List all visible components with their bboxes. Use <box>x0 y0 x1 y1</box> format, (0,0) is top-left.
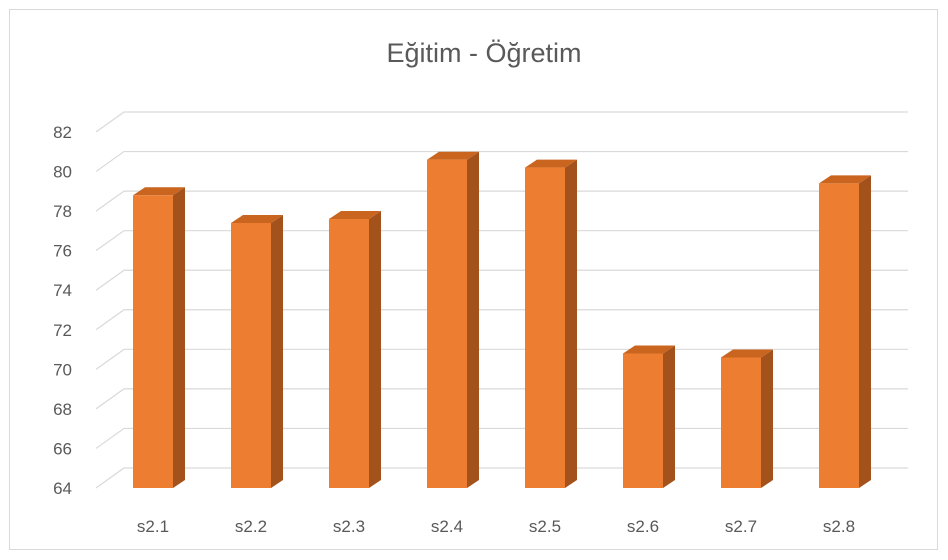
x-tick-label: s2.3 <box>333 517 365 536</box>
gridlines <box>95 111 908 489</box>
y-tick-label: 82 <box>53 123 72 142</box>
y-axis-ticks: 64 66 68 70 72 74 76 78 80 82 <box>53 123 72 498</box>
bar-front <box>623 353 663 488</box>
bar-side <box>565 159 577 488</box>
x-tick-label: s2.5 <box>529 517 561 536</box>
x-tick-label: s2.6 <box>627 517 659 536</box>
bar-front <box>231 222 271 488</box>
gridline <box>95 348 908 370</box>
x-tick-label: s2.4 <box>431 517 463 536</box>
y-tick-label: 64 <box>53 479 72 498</box>
bar-front <box>819 183 859 488</box>
bar-top <box>133 187 185 196</box>
bar <box>231 214 283 488</box>
bar-top <box>329 211 381 220</box>
y-tick-label: 78 <box>53 202 72 221</box>
bar <box>525 159 577 488</box>
bar-top <box>819 175 871 184</box>
bar-side <box>761 349 773 488</box>
bar-top <box>231 214 283 223</box>
gridline <box>95 111 908 133</box>
y-tick-label: 76 <box>53 242 72 261</box>
bar-top <box>721 349 773 358</box>
x-tick-label: s2.7 <box>725 517 757 536</box>
gridline <box>95 427 908 449</box>
bar-side <box>663 345 675 488</box>
bar-front <box>133 195 173 489</box>
bar <box>819 175 871 488</box>
bar-front <box>329 219 369 488</box>
bars <box>133 151 871 489</box>
bar-front <box>525 167 565 488</box>
y-tick-label: 72 <box>53 321 72 340</box>
y-tick-label: 70 <box>53 360 72 379</box>
x-axis-ticks: s2.1 s2.2 s2.3 s2.4 s2.5 s2.6 s2.7 s2.8 <box>137 517 855 536</box>
y-tick-label: 68 <box>53 400 72 419</box>
bar-side <box>369 211 381 488</box>
bar <box>623 345 675 488</box>
bar <box>721 349 773 488</box>
gridline <box>95 190 908 212</box>
bar-front <box>427 159 467 488</box>
bar-side <box>467 151 479 488</box>
gridline <box>95 467 908 489</box>
y-tick-label: 74 <box>53 281 72 300</box>
bar-side <box>859 175 871 488</box>
gridline <box>95 309 908 331</box>
y-tick-label: 80 <box>53 163 72 182</box>
x-tick-label: s2.8 <box>823 517 855 536</box>
bar-top <box>623 345 675 354</box>
x-tick-label: s2.1 <box>137 517 169 536</box>
bar <box>133 187 185 489</box>
bar-side <box>271 214 283 488</box>
bar-front <box>721 357 761 488</box>
bar <box>427 151 479 488</box>
gridline <box>95 269 908 291</box>
gridline <box>95 388 908 410</box>
chart-title: Eğitim - Öğretim <box>386 38 581 68</box>
x-tick-label: s2.2 <box>235 517 267 536</box>
bar-side <box>173 187 185 489</box>
y-tick-label: 66 <box>53 439 72 458</box>
bar-top <box>427 151 479 160</box>
bar <box>329 211 381 488</box>
gridline <box>95 230 908 252</box>
gridline <box>95 150 908 173</box>
bar-top <box>525 159 577 168</box>
